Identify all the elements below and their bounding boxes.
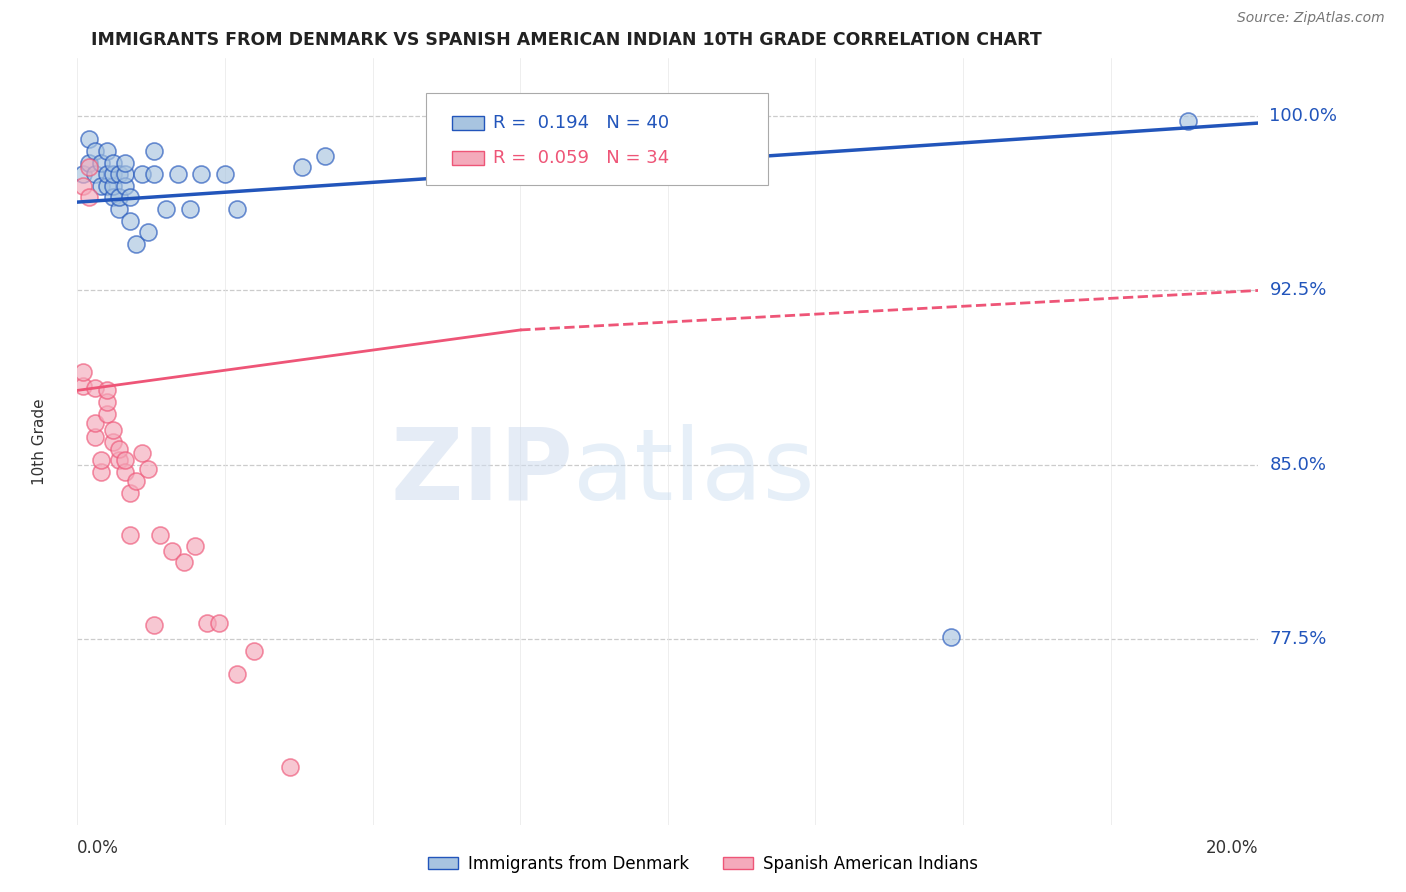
Text: 100.0%: 100.0% (1270, 107, 1337, 125)
Point (120, 213, 142, 227)
Point (96, 178, 118, 193)
Point (114, 167, 136, 181)
Point (72, 378, 94, 392)
Text: atlas: atlas (574, 424, 815, 521)
Point (131, 167, 153, 181)
Point (214, 167, 236, 181)
Point (190, 167, 212, 181)
Point (225, 667, 247, 681)
Point (120, 485, 142, 500)
Text: IMMIGRANTS FROM DENMARK VS SPANISH AMERICAN INDIAN 10TH GRADE CORRELATION CHART: IMMIGRANTS FROM DENMARK VS SPANISH AMERI… (91, 31, 1042, 49)
Text: 0.0%: 0.0% (77, 838, 120, 857)
Point (77, 132, 100, 146)
Point (432, 148, 454, 162)
Point (84, 381, 107, 395)
Point (107, 167, 129, 181)
Bar (451, 151, 484, 165)
Point (90, 465, 112, 479)
Point (107, 442, 129, 456)
Point (125, 236, 148, 251)
Point (155, 202, 177, 216)
Point (101, 434, 124, 449)
Point (143, 618, 166, 632)
Point (90, 178, 112, 193)
Text: R =  0.194   N = 40: R = 0.194 N = 40 (494, 114, 669, 132)
Point (120, 190, 142, 204)
Point (96, 395, 118, 409)
Point (125, 474, 148, 488)
Point (77, 155, 100, 169)
Point (278, 760, 301, 774)
Point (107, 190, 129, 204)
Point (166, 167, 188, 181)
Point (101, 423, 124, 437)
Point (114, 465, 136, 479)
Point (84, 144, 107, 158)
Point (184, 539, 207, 553)
Point (77, 160, 100, 174)
Point (84, 416, 107, 430)
Text: 77.5%: 77.5% (1270, 630, 1327, 648)
Point (314, 148, 336, 162)
Point (195, 615, 218, 630)
Point (96, 167, 118, 181)
Point (90, 155, 112, 169)
Point (101, 167, 124, 181)
Point (114, 453, 136, 467)
Point (107, 202, 129, 216)
Point (143, 144, 166, 158)
Text: 20.0%: 20.0% (1206, 838, 1258, 857)
Point (72, 178, 94, 193)
Point (84, 430, 107, 444)
Point (101, 155, 124, 169)
Point (1177, 113, 1199, 128)
Point (291, 160, 314, 174)
Text: 10th Grade: 10th Grade (32, 398, 46, 485)
Point (90, 453, 112, 467)
Point (136, 462, 159, 476)
Point (96, 384, 118, 398)
Point (136, 225, 159, 239)
Point (173, 556, 195, 570)
Point (149, 527, 172, 541)
Legend: Immigrants from Denmark, Spanish American Indians: Immigrants from Denmark, Spanish America… (422, 848, 984, 880)
Point (96, 407, 118, 421)
Point (84, 167, 107, 181)
Point (101, 190, 124, 204)
Text: 92.5%: 92.5% (1270, 282, 1327, 300)
Point (179, 202, 201, 216)
Point (107, 453, 129, 467)
Point (160, 543, 183, 558)
Point (72, 167, 94, 181)
Point (114, 155, 136, 169)
Point (114, 178, 136, 193)
Text: ZIP: ZIP (391, 424, 574, 521)
Point (550, 155, 572, 169)
Point (101, 178, 124, 193)
Text: 85.0%: 85.0% (1270, 456, 1326, 474)
Point (498, 167, 520, 181)
Text: R =  0.059   N = 34: R = 0.059 N = 34 (494, 149, 669, 167)
Bar (451, 116, 484, 130)
Point (941, 630, 963, 644)
FancyBboxPatch shape (426, 93, 768, 185)
Point (243, 644, 266, 658)
Point (208, 615, 231, 630)
Point (120, 527, 142, 541)
Point (225, 202, 247, 216)
Text: Source: ZipAtlas.com: Source: ZipAtlas.com (1237, 12, 1385, 25)
Point (96, 144, 118, 158)
Point (77, 190, 100, 204)
Point (143, 167, 166, 181)
Point (72, 365, 94, 379)
Point (131, 446, 153, 460)
